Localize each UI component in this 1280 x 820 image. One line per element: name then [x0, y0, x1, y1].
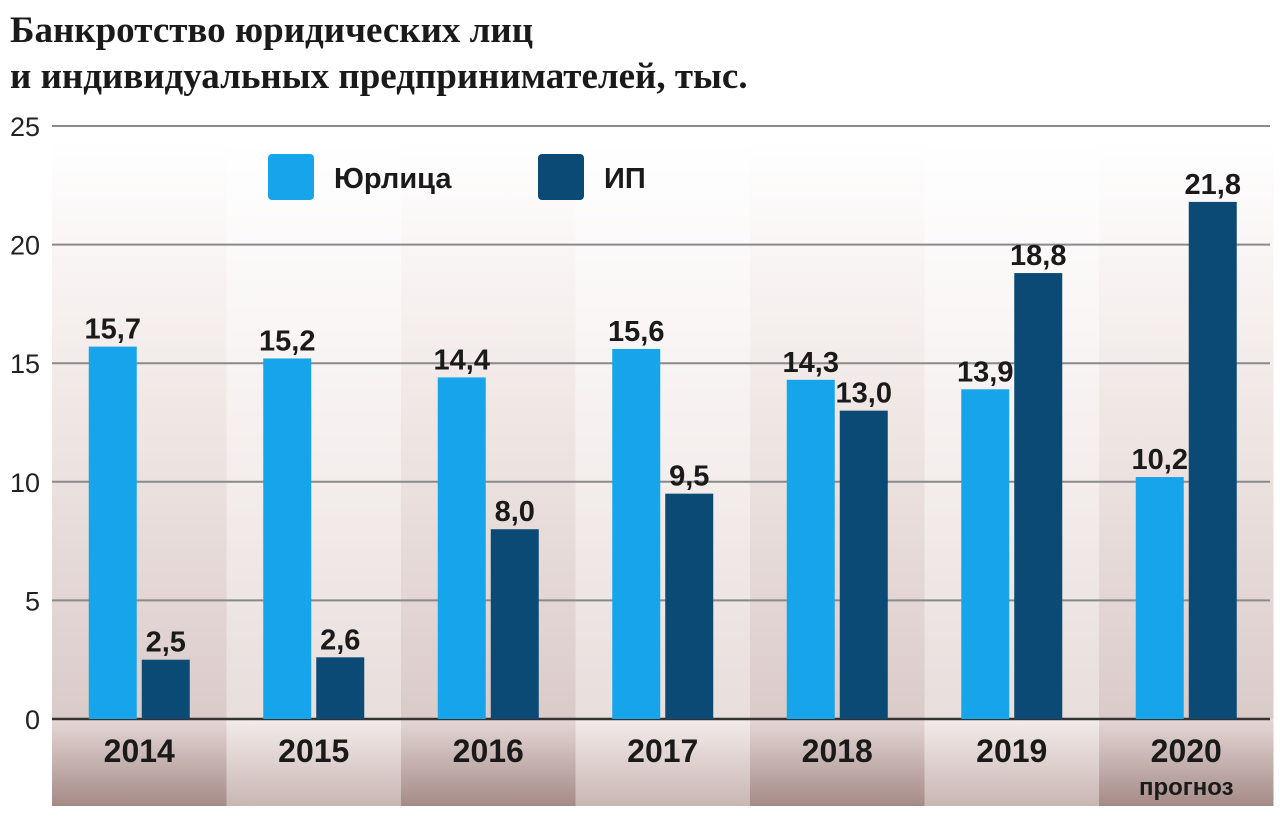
data-label: 13,0 [836, 378, 892, 410]
legend-label-ip: ИП [604, 163, 646, 195]
y-tick-label: 20 [10, 231, 40, 261]
category-band-cell [226, 719, 401, 806]
x-tick-label: 2018 [802, 733, 873, 769]
category-band-cell [924, 719, 1099, 806]
data-label: 21,8 [1185, 169, 1241, 201]
y-tick-label: 5 [25, 586, 40, 616]
data-label: 2,6 [320, 624, 360, 656]
bar-ip-2016 [490, 529, 539, 719]
x-tick-note: прогноз [1139, 774, 1234, 801]
legend-swatch-legal-entities [268, 154, 314, 200]
chart-title: Банкротство юридических лиц и индивидуал… [10, 8, 1250, 100]
data-label: 10,2 [1132, 444, 1188, 476]
bar-ip-2018 [839, 410, 888, 719]
bar-ip-2015 [316, 657, 365, 719]
data-label: 18,8 [1010, 240, 1066, 272]
data-label: 2,5 [146, 627, 186, 659]
column-background [575, 140, 750, 719]
category-band [52, 719, 1274, 806]
bar-legal-entities-2015 [263, 358, 312, 719]
legend-label-legal-entities: Юрлица [334, 163, 452, 195]
data-label: 15,7 [85, 314, 141, 346]
y-tick-label: 10 [10, 468, 40, 498]
bar-legal-entities-2017 [612, 348, 661, 719]
category-band-cell [575, 719, 750, 806]
bar-ip-2019 [1014, 273, 1063, 719]
x-tick-label: 2020 [1151, 733, 1222, 769]
gridlines [52, 125, 1270, 721]
bars [88, 201, 1237, 720]
bar-legal-entities-2016 [437, 377, 486, 719]
category-band-cell [750, 719, 925, 806]
category-band-cell [52, 719, 227, 806]
data-label: 15,6 [608, 316, 664, 348]
data-label: 9,5 [669, 461, 709, 493]
data-label: 13,9 [957, 356, 1013, 388]
data-label: 14,4 [434, 344, 490, 376]
bar-ip-2020 [1188, 201, 1237, 720]
chart-title-line-1: Банкротство юридических лиц [10, 10, 534, 51]
x-tick-label: 2016 [453, 733, 524, 769]
column-background [226, 140, 401, 719]
column-background [750, 140, 925, 719]
chart-title-line-2: и индивидуальных предпринимателей, тыс. [10, 56, 748, 97]
data-label: 8,0 [495, 496, 535, 528]
y-tick-label: 25 [10, 112, 40, 142]
data-label: 15,2 [259, 325, 315, 357]
bar-legal-entities-2018 [786, 379, 835, 719]
category-band-cell [401, 719, 576, 806]
bar-ip-2014 [141, 659, 190, 719]
data-labels: 15,7 2,5 15,2 2,6 14,4 8,0 15,6 9,5 14,313,0 13,9… [85, 169, 1241, 659]
legend: Юрлица ИП [268, 154, 646, 200]
column-background [401, 140, 576, 719]
legend-swatch-ip [538, 154, 584, 200]
y-axis: 0 5 10 15 20 25 [10, 112, 40, 735]
x-tick-label: 2015 [278, 733, 349, 769]
x-tick-label: 2014 [104, 733, 175, 769]
bar-legal-entities-2019 [961, 389, 1010, 719]
y-tick-label: 0 [25, 705, 40, 735]
x-tick-label: 2019 [976, 733, 1047, 769]
plot-background [52, 140, 1274, 719]
x-axis: 2014 2015 2016 2017 2018 2019 2020 прогноз [104, 733, 1234, 801]
data-label: 14,3 [783, 347, 839, 379]
column-background [1099, 140, 1274, 719]
x-tick-label: 2017 [627, 733, 698, 769]
column-background [924, 140, 1099, 719]
bar-ip-2017 [665, 493, 714, 719]
bar-legal-entities-2020 [1135, 477, 1184, 719]
category-band-cell [1099, 719, 1274, 806]
y-tick-label: 15 [10, 349, 40, 379]
column-background [52, 140, 227, 719]
bar-legal-entities-2014 [88, 346, 137, 719]
